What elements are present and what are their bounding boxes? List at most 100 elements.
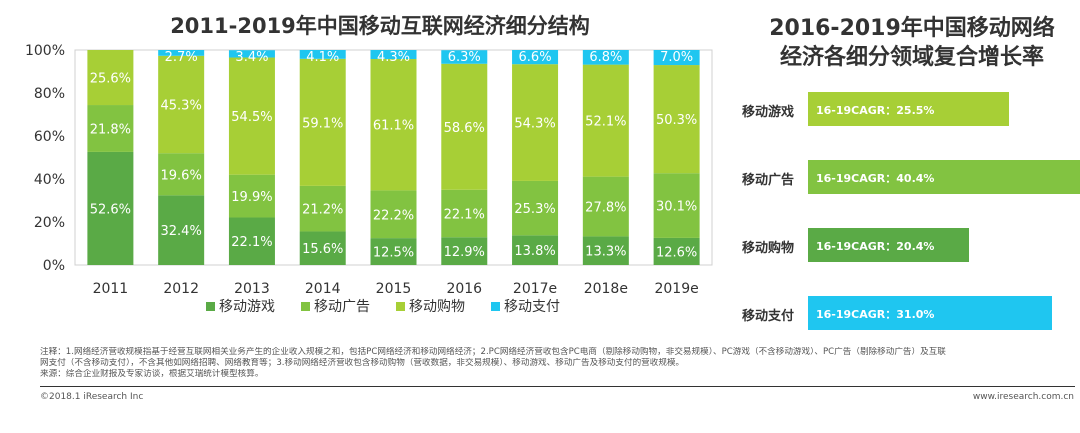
data-label: 22.1% bbox=[444, 208, 485, 223]
bar-segment bbox=[512, 64, 559, 181]
data-label: 3.4% bbox=[235, 50, 268, 65]
bar-segment bbox=[370, 238, 417, 265]
legend-label: 移动游戏 bbox=[219, 299, 275, 315]
x-tick-label: 2012 bbox=[163, 281, 199, 297]
data-label: 45.3% bbox=[161, 99, 202, 114]
bar-segment bbox=[441, 237, 488, 265]
stacked-bar-chart: 0% 20% 40% 60% 80% 100% 52.6% 21.8% 25.6% 2011 32.… bbox=[25, 43, 713, 315]
y-tick-label: 20% bbox=[34, 215, 65, 231]
data-label: 54.5% bbox=[231, 110, 272, 125]
note-line-2: 网支付（不含移动支付），不含其他如网络招聘、网络教育等；3.移动网络经济营收包含… bbox=[40, 358, 685, 368]
bar-segment bbox=[228, 217, 275, 265]
note-line-3: 来源：综合企业财报及专家访谈，根据艾瑞统计模型核算。 bbox=[40, 369, 264, 379]
data-label: 13.3% bbox=[585, 245, 626, 260]
legend-swatch bbox=[396, 302, 405, 311]
cagr-value-label: 16-19CAGR：40.4% bbox=[816, 172, 935, 185]
data-label: 7.0% bbox=[660, 50, 693, 65]
legend-swatch bbox=[301, 302, 310, 311]
right-chart-title: 2016-2019年中国移动网络 经济各细分领域复合增长率 bbox=[752, 14, 1072, 72]
data-label: 25.6% bbox=[90, 72, 131, 87]
data-label: 50.3% bbox=[656, 113, 697, 128]
bar-segment bbox=[370, 59, 417, 191]
bar-segment bbox=[653, 65, 700, 174]
legend-label: 移动广告 bbox=[314, 299, 370, 315]
bar-segment bbox=[582, 176, 629, 237]
cagr-value-label: 16-19CAGR：25.5% bbox=[816, 104, 935, 117]
data-label: 13.8% bbox=[514, 244, 555, 259]
footer-divider bbox=[40, 386, 1075, 387]
bar-segment bbox=[87, 105, 134, 152]
bar-segment bbox=[441, 63, 488, 190]
x-tick-label: 2014 bbox=[305, 281, 341, 297]
legend-label: 移动支付 bbox=[504, 299, 560, 315]
data-label: 4.1% bbox=[306, 50, 339, 65]
bar-segment bbox=[299, 231, 346, 265]
bar-segment bbox=[228, 57, 275, 175]
x-tick-label: 2019e bbox=[654, 281, 698, 297]
data-label: 52.1% bbox=[585, 115, 626, 130]
cagr-category-label: 移动购物 bbox=[742, 241, 795, 256]
data-label: 6.3% bbox=[448, 50, 481, 65]
data-label: 22.1% bbox=[231, 235, 272, 250]
data-label: 22.2% bbox=[373, 208, 414, 223]
copyright: ©2018.1 iResearch Inc bbox=[40, 392, 144, 402]
notes: 注释：1.网络经济营收规模指基于经营互联网相关业务产生的企业收入规模之和，包括P… bbox=[40, 347, 1075, 380]
bar-segment bbox=[158, 153, 205, 196]
data-label: 58.6% bbox=[444, 121, 485, 136]
bar-segment bbox=[299, 58, 346, 186]
bar-segment bbox=[87, 151, 134, 265]
bar-segment bbox=[158, 55, 205, 154]
data-label: 52.6% bbox=[90, 202, 131, 217]
y-tick-label: 0% bbox=[43, 258, 65, 274]
data-label: 21.2% bbox=[302, 203, 343, 218]
y-tick-label: 80% bbox=[34, 86, 65, 102]
data-label: 6.8% bbox=[589, 50, 622, 65]
legend-swatch bbox=[206, 302, 215, 311]
right-title-line1: 2016-2019年中国移动网络 bbox=[769, 16, 1055, 41]
bar-segment bbox=[512, 180, 559, 236]
website-link[interactable]: www.iresearch.com.cn bbox=[972, 392, 1074, 402]
data-label: 25.3% bbox=[514, 202, 555, 217]
bar-segment bbox=[87, 50, 134, 106]
bar-segment bbox=[653, 237, 700, 265]
bar-segment bbox=[299, 50, 346, 59]
bar-segment bbox=[158, 195, 205, 265]
data-label: 27.8% bbox=[585, 201, 626, 216]
data-label: 54.3% bbox=[514, 117, 555, 132]
cagr-bar: 16-19CAGR：25.5% bbox=[808, 92, 1009, 126]
bar-segment bbox=[582, 64, 629, 177]
data-label: 2.7% bbox=[165, 50, 198, 65]
x-tick-label: 2013 bbox=[234, 281, 270, 297]
data-label: 4.3% bbox=[377, 50, 410, 65]
bar-segment bbox=[441, 189, 488, 238]
left-chart-title: 2011-2019年中国移动互联网经济细分结构 bbox=[170, 14, 590, 38]
x-tick-label: 2017e bbox=[513, 281, 557, 297]
right-title-line2: 经济各细分领域复合增长率 bbox=[779, 45, 1044, 70]
x-tick-label: 2016 bbox=[446, 281, 482, 297]
data-label: 21.8% bbox=[90, 122, 131, 137]
data-label: 12.5% bbox=[373, 246, 414, 261]
y-tick-label: 60% bbox=[34, 129, 65, 145]
cagr-value-label: 16-19CAGR：31.0% bbox=[816, 308, 935, 321]
cagr-bar: 16-19CAGR：20.4% bbox=[808, 228, 969, 262]
y-tick-label: 40% bbox=[34, 172, 65, 188]
data-label: 61.1% bbox=[373, 119, 414, 134]
data-label: 32.4% bbox=[161, 224, 202, 239]
bar-segment bbox=[582, 236, 629, 265]
bar-segment bbox=[158, 50, 205, 56]
bar-segment bbox=[299, 185, 346, 232]
bar-segment bbox=[228, 50, 275, 58]
cagr-category-label: 移动游戏 bbox=[742, 105, 795, 120]
data-label: 30.1% bbox=[656, 200, 697, 215]
y-tick-label: 100% bbox=[25, 43, 65, 59]
bar-segment bbox=[653, 50, 700, 66]
bar-segment bbox=[512, 235, 559, 265]
data-label: 19.9% bbox=[231, 190, 272, 205]
bar-segment bbox=[370, 190, 417, 239]
cagr-category-label: 移动支付 bbox=[742, 309, 795, 324]
legend-swatch bbox=[491, 302, 500, 311]
cagr-bar-chart: 移动游戏 16-19CAGR：25.5% 移动广告 16-19CAGR：40.4% 移动… bbox=[742, 92, 1080, 332]
cagr-category-label: 移动广告 bbox=[742, 173, 795, 188]
bar-segment bbox=[370, 50, 417, 60]
bar-segment bbox=[582, 50, 629, 65]
